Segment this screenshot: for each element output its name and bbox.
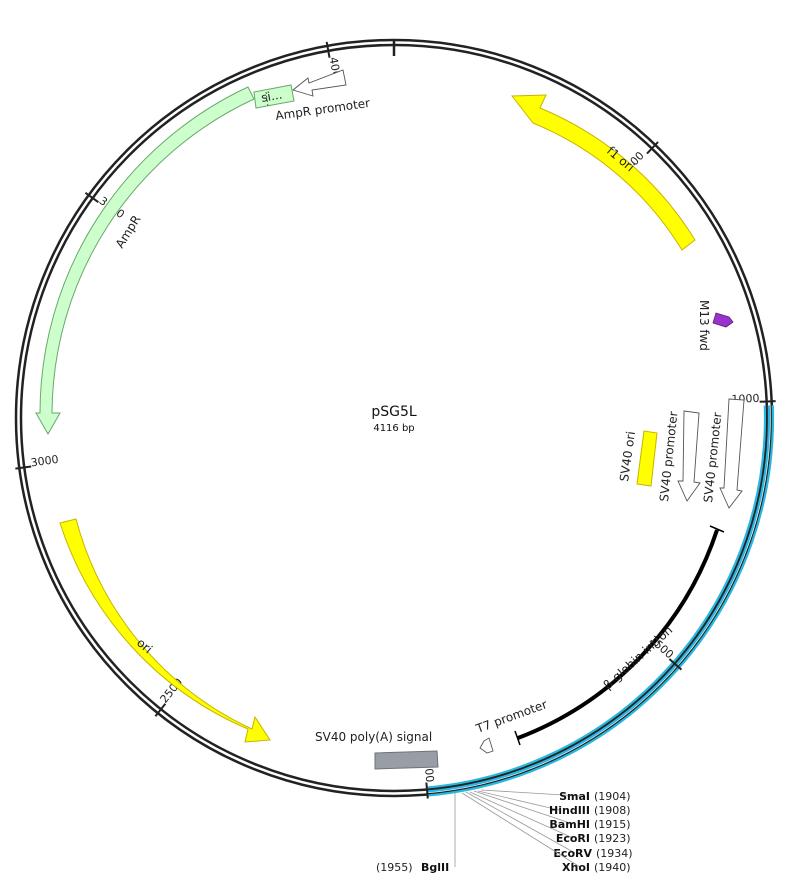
plasmid-size: 4116 bp <box>373 423 414 434</box>
site-leader-SmaI <box>480 789 581 797</box>
beta-globin-intron-end-cap <box>709 525 725 533</box>
tick-1500 <box>668 658 683 671</box>
sv40-polya-box[interactable] <box>374 750 439 770</box>
sv40-promoter-1-label: SV40 promoter <box>657 411 680 503</box>
ampr-arrow[interactable] <box>35 86 255 436</box>
site-leader-XhoI <box>461 792 581 868</box>
ampr-signal-label: si... <box>260 88 283 105</box>
site-pos-BglII: (1955) <box>376 861 413 874</box>
site-name-BglII[interactable]: BglII <box>421 861 449 874</box>
site-name-SmaI[interactable]: SmaI <box>559 790 590 803</box>
site-pos-BamHI: (1915) <box>594 818 631 831</box>
ampr-promoter-arrow[interactable] <box>292 69 347 97</box>
site-name-XhoI[interactable]: XhoI <box>562 861 590 874</box>
site-pos-EcoRI: (1923) <box>594 832 631 845</box>
sv40-promoter-2-arrow[interactable] <box>719 398 745 509</box>
site-leader-EcoRV <box>465 791 576 854</box>
sv40-ori-box[interactable] <box>636 430 658 487</box>
tick-2000 <box>425 782 429 799</box>
beta-globin-intron-line[interactable] <box>517 529 719 740</box>
sv40-ori-label: SV40 ori <box>617 430 638 482</box>
tick-2500 <box>154 703 167 717</box>
beta-globin-intron-start-cap <box>514 730 521 746</box>
t7-promoter-arrow[interactable] <box>479 737 494 754</box>
site-pos-XhoI: (1940) <box>594 861 631 874</box>
plasmid-name: pSG5L <box>371 404 417 420</box>
f1-ori-arrow[interactable] <box>511 94 696 251</box>
site-leader-HindIII <box>477 790 560 811</box>
ori-arrow[interactable] <box>59 518 271 743</box>
site-leader-EcoRI <box>469 791 574 839</box>
site-name-EcoRI[interactable]: EcoRI <box>556 832 590 845</box>
site-pos-HindIII: (1908) <box>594 804 631 817</box>
tick-label-3000: 3000 <box>30 453 59 470</box>
tick-3000 <box>15 465 32 470</box>
site-name-HindIII[interactable]: HindIII <box>549 804 590 817</box>
site-name-EcoRV[interactable]: EcoRV <box>553 847 592 860</box>
mcs-arc-1 <box>427 405 771 793</box>
mcs-arc-0 <box>426 405 767 789</box>
mcs-arc-2 <box>427 405 775 797</box>
sv40-promoter-1-arrow[interactable] <box>677 410 701 502</box>
m13-fwd-label: M13 fwd <box>697 300 711 351</box>
tick-3500 <box>84 191 99 204</box>
site-pos-EcoRV: (1934) <box>596 847 633 860</box>
sv40-polya-label: SV40 poly(A) signal <box>315 730 432 744</box>
site-name-BamHI[interactable]: BamHI <box>549 818 590 831</box>
tick-500 <box>646 141 659 155</box>
site-leader-BamHI <box>473 790 574 825</box>
restriction-sites: SmaI (1904) HindIII (1908) BamHI (1915) EcoRI (… <box>376 789 633 874</box>
site-pos-SmaI: (1904) <box>594 790 631 803</box>
ampr-signal-box[interactable] <box>253 84 295 109</box>
tick-1000 <box>759 400 776 403</box>
tick-4000 <box>325 41 331 58</box>
m13-fwd-arrow[interactable] <box>712 312 734 328</box>
mcs-region <box>426 405 775 797</box>
